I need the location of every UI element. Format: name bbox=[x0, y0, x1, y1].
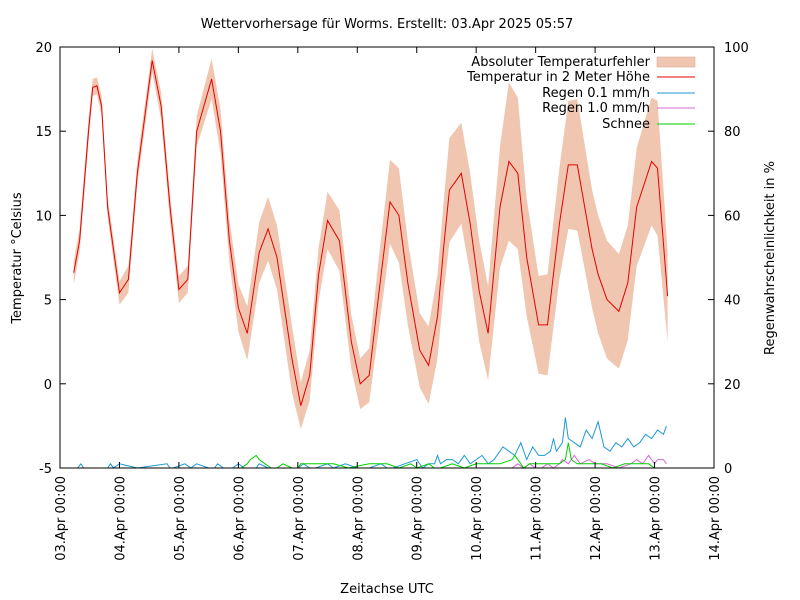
rain-01-line bbox=[68, 417, 667, 469]
x-tick-label: 07.Apr 00:00 bbox=[292, 476, 307, 561]
x-tick-label: 09.Apr 00:00 bbox=[411, 476, 426, 561]
y2-axis-label: Regenwahrscheinlichkeit in % bbox=[763, 161, 778, 355]
x-tick-label: 12.Apr 00:00 bbox=[589, 476, 604, 561]
y2-tick-label: 20 bbox=[724, 378, 741, 393]
x-tick-label: 10.Apr 00:00 bbox=[470, 476, 485, 561]
x-tick-label: 03.Apr 00:00 bbox=[54, 476, 69, 561]
y-tick-label: 15 bbox=[35, 125, 52, 140]
legend-label-snow: Schnee bbox=[602, 117, 650, 132]
x-tick-label: 04.Apr 00:00 bbox=[114, 476, 129, 561]
temperature-line bbox=[73, 60, 669, 406]
rain-10-line bbox=[511, 454, 667, 469]
x-tick-label: 05.Apr 00:00 bbox=[173, 476, 188, 561]
y2-tick-label: 100 bbox=[724, 41, 749, 56]
y-tick-label: -5 bbox=[39, 462, 52, 477]
x-tick-label: 14.Apr 00:00 bbox=[708, 476, 723, 561]
snow-line bbox=[241, 442, 655, 469]
y-tick-label: 20 bbox=[35, 41, 52, 56]
legend-label-rain10: Regen 1.0 mm/h bbox=[542, 101, 650, 116]
x-tick-label: 11.Apr 00:00 bbox=[530, 476, 545, 561]
y-tick-label: 5 bbox=[44, 294, 52, 309]
y-tick-label: 0 bbox=[44, 378, 52, 393]
y2-tick-label: 40 bbox=[724, 294, 741, 309]
legend-label-temp: Temperatur in 2 Meter Höhe bbox=[466, 70, 650, 85]
chart-title: Wettervorhersage für Worms. Erstellt: 03… bbox=[201, 17, 574, 32]
axis-ticks: -5 0 5 10 15 20 0 20 40 60 80 100 03.Apr 00:00 04.Apr… bbox=[35, 41, 748, 561]
plot-frame bbox=[59, 46, 715, 469]
x-tick-label: 08.Apr 00:00 bbox=[351, 476, 366, 561]
y2-tick-label: 0 bbox=[724, 462, 732, 477]
temperature-error-band bbox=[73, 48, 668, 430]
legend-label-band: Absoluter Temperaturfehler bbox=[471, 55, 650, 70]
y2-tick-label: 60 bbox=[724, 209, 741, 224]
y-axis-label: Temperatur °Celsius bbox=[10, 192, 25, 325]
legend: Absoluter Temperaturfehler Temperatur in… bbox=[466, 55, 696, 132]
y2-tick-label: 80 bbox=[724, 125, 741, 140]
legend-swatch-band bbox=[656, 56, 696, 68]
x-tick-label: 13.Apr 00:00 bbox=[649, 476, 664, 561]
x-axis-label: Zeitachse UTC bbox=[340, 582, 434, 597]
legend-label-rain01: Regen 0.1 mm/h bbox=[542, 86, 650, 101]
y-tick-label: 10 bbox=[35, 209, 52, 224]
x-tick-label: 06.Apr 00:00 bbox=[232, 476, 247, 561]
